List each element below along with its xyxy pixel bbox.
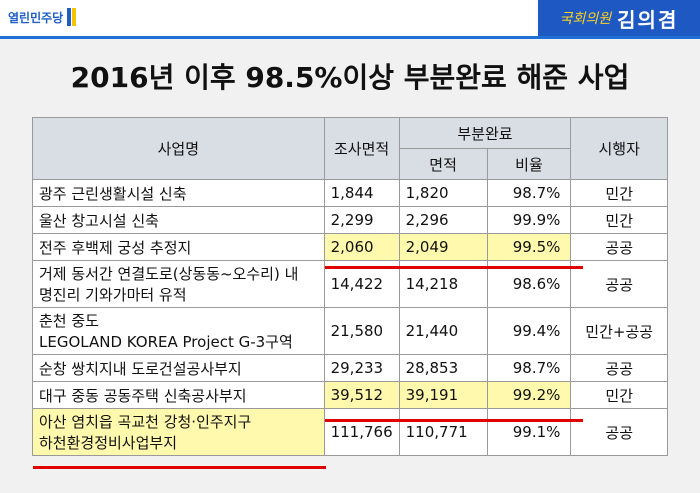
member-role: 국회의원	[559, 11, 612, 27]
cell-ratio: 98.7%	[486, 354, 572, 382]
cell-ratio: 99.2%	[486, 381, 572, 409]
cell-ratio: 99.4%	[486, 307, 572, 355]
table-row: 울산 창고시설 신축 2,299 2,296 99.9% 민간	[32, 206, 668, 234]
top-bar: 열린민주당 국회의원 김의겸	[0, 0, 700, 39]
cell-area: 2,296	[398, 206, 488, 234]
header-executor: 시행자	[570, 117, 668, 180]
projects-table: 사업명 조사면적 부분완료 시행자 면적 비율 광주 근린생활시설 신축 1,8…	[32, 117, 668, 456]
header-area: 면적	[398, 148, 488, 180]
party-logo-text: 열린민주당	[8, 10, 64, 25]
cell-executor: 공공	[570, 233, 668, 261]
cell-survey: 2,060	[323, 233, 400, 261]
cell-project-line2: LEGOLAND KOREA Project G-3구역	[39, 333, 293, 351]
party-logo-mark-icon	[67, 8, 77, 26]
cell-ratio: 98.7%	[486, 179, 572, 207]
cell-project: 광주 근린생활시설 신축	[32, 179, 325, 207]
underline-asan-row	[33, 466, 326, 469]
cell-area: 110,771	[398, 408, 488, 456]
cell-survey: 111,766	[323, 408, 400, 456]
cell-project: 대구 중동 공동주택 신축공사부지	[32, 381, 325, 409]
cell-ratio: 99.1%	[486, 408, 572, 456]
cell-area: 28,853	[398, 354, 488, 382]
cell-executor: 공공	[570, 260, 668, 308]
party-logo: 열린민주당	[8, 8, 77, 26]
table-row: 순창 쌍치지내 도로건설공사부지 29,233 28,853 98.7% 공공	[32, 354, 668, 382]
cell-project: 거제 동서간 연결도로(상동동~오수리) 내 명진리 기와가마터 유적	[32, 260, 325, 308]
table-row-highlighted: 전주 후백제 궁성 추정지 2,060 2,049 99.5% 공공	[32, 233, 668, 261]
header-survey-area: 조사면적	[323, 117, 400, 180]
slide-title: 2016년 이후 98.5%이상 부분완료 해준 사업	[70, 61, 630, 94]
cell-project: 춘천 중도 LEGOLAND KOREA Project G-3구역	[32, 307, 325, 355]
table-row: 아산 염치읍 곡교천 강청·인주지구 하천환경정비사업부지 111,766 11…	[32, 408, 668, 456]
table-row: 광주 근린생활시설 신축 1,844 1,820 98.7% 민간	[32, 179, 668, 207]
underline-daegu-row	[325, 419, 583, 422]
cell-executor: 민간+공공	[570, 307, 668, 355]
cell-ratio: 99.9%	[486, 206, 572, 234]
member-name: 김의겸	[617, 7, 679, 32]
cell-executor: 공공	[570, 354, 668, 382]
cell-executor: 민간	[570, 381, 668, 409]
cell-project: 전주 후백제 궁성 추정지	[32, 233, 325, 261]
cell-ratio: 99.5%	[486, 233, 572, 261]
cell-executor: 민간	[570, 179, 668, 207]
table-row: 춘천 중도 LEGOLAND KOREA Project G-3구역 21,58…	[32, 307, 668, 355]
cell-project-line1: 아산 염치읍 곡교천 강청·인주지구	[39, 413, 252, 431]
cell-project-highlighted: 아산 염치읍 곡교천 강청·인주지구 하천환경정비사업부지	[32, 408, 325, 456]
cell-survey: 1,844	[323, 179, 400, 207]
header-project: 사업명	[32, 117, 325, 180]
table-row-highlighted: 대구 중동 공동주택 신축공사부지 39,512 39,191 99.2% 민간	[32, 381, 668, 409]
header-partial-completion: 부분완료	[398, 117, 572, 149]
cell-survey: 29,233	[323, 354, 400, 382]
cell-survey: 2,299	[323, 206, 400, 234]
cell-survey: 21,580	[323, 307, 400, 355]
cell-project: 순창 쌍치지내 도로건설공사부지	[32, 354, 325, 382]
cell-project: 울산 창고시설 신축	[32, 206, 325, 234]
cell-area: 1,820	[398, 179, 488, 207]
header-ratio: 비율	[486, 148, 572, 180]
underline-jeonju-row	[325, 266, 583, 269]
cell-survey: 39,512	[323, 381, 400, 409]
cell-executor: 민간	[570, 206, 668, 234]
cell-area: 21,440	[398, 307, 488, 355]
cell-area: 39,191	[398, 381, 488, 409]
cell-project-line1: 거제 동서간 연결도로(상동동~오수리) 내	[39, 265, 299, 283]
cell-project-line1: 춘천 중도	[39, 312, 99, 330]
cell-project-line2: 명진리 기와가마터 유적	[39, 286, 187, 304]
cell-executor: 공공	[570, 408, 668, 456]
cell-project-line2: 하천환경정비사업부지	[39, 434, 178, 452]
member-banner: 국회의원 김의겸	[538, 0, 700, 36]
cell-area: 2,049	[398, 233, 488, 261]
